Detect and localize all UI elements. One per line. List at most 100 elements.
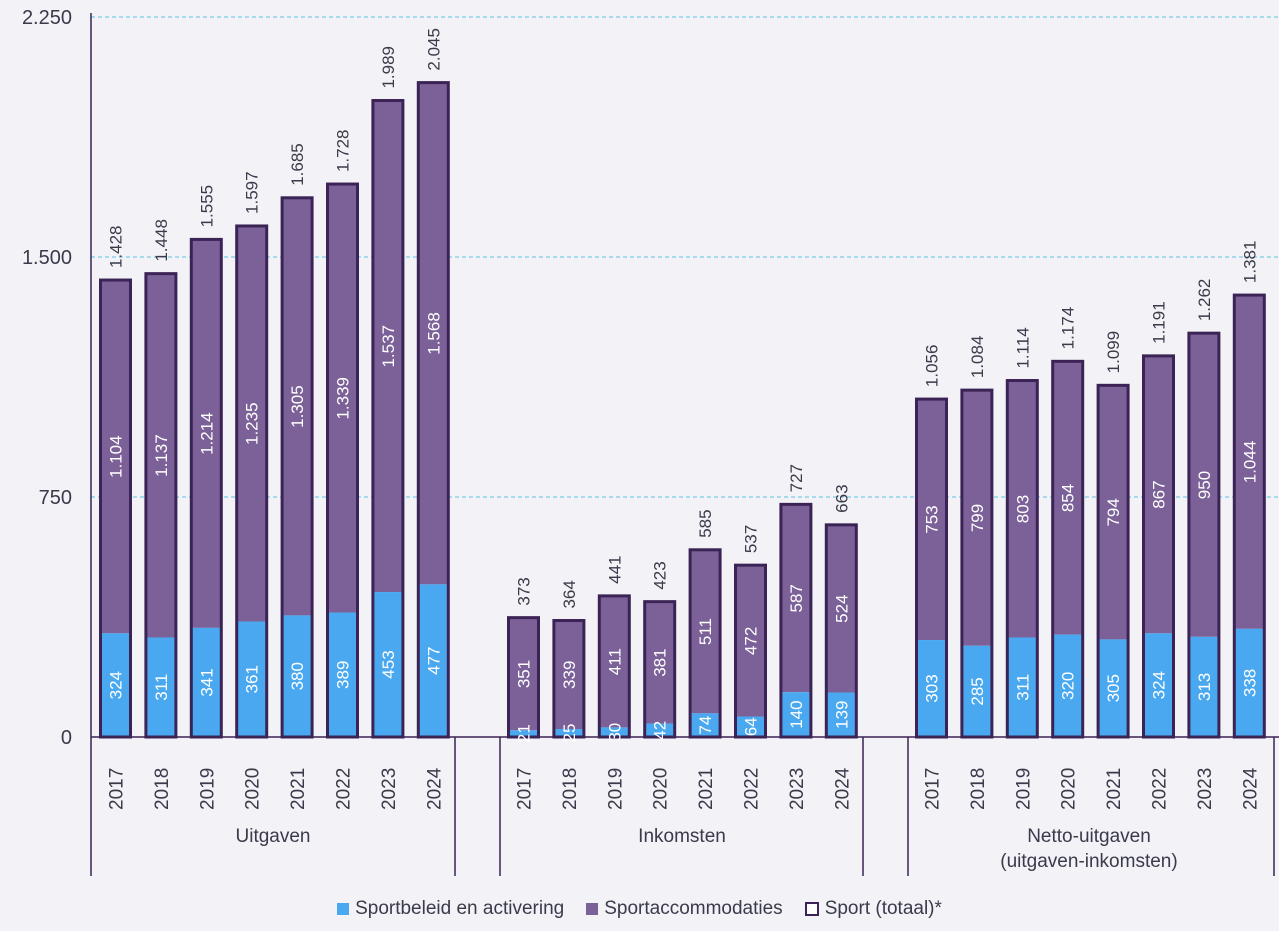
legend-item-beleid: Sportbeleid en activering: [337, 898, 564, 920]
label-beleid: 338: [1240, 669, 1259, 697]
label-beleid: 341: [197, 668, 216, 696]
x-tick-label: 2018: [968, 768, 989, 810]
x-tick-label: 2019: [1013, 768, 1034, 810]
legend-swatch-totaal: [804, 902, 819, 916]
label-beleid: 303: [923, 674, 942, 702]
bar-accommodaties: [826, 524, 857, 693]
label-beleid: 361: [243, 665, 262, 693]
legend-label-accommodaties: Sportaccommodaties: [604, 898, 783, 919]
bar-accommodaties: [780, 504, 811, 693]
bar-total-outline: [779, 502, 813, 739]
bar-beleid: [145, 637, 176, 737]
bar-beleid: [191, 627, 222, 737]
bar-beleid: [553, 729, 584, 737]
x-tick-label: 2017: [923, 768, 944, 810]
label-total: 1.174: [1059, 307, 1078, 350]
label-beleid: 313: [1195, 673, 1214, 701]
x-tick-label: 2021: [1104, 768, 1125, 810]
bar-accommodaties: [191, 239, 222, 628]
label-accommodaties: 472: [742, 627, 761, 655]
bar-beleid: [690, 713, 721, 737]
bar-accommodaties: [1098, 385, 1129, 640]
bar-beleid: [961, 645, 992, 737]
label-accommodaties: 524: [832, 594, 851, 622]
label-accommodaties: 381: [651, 648, 670, 676]
bar-accommodaties: [553, 620, 584, 729]
bar-accommodaties: [735, 565, 766, 717]
label-accommodaties: 587: [787, 584, 806, 612]
label-accommodaties: 1.568: [424, 312, 443, 355]
label-total: 1.728: [334, 129, 353, 172]
label-total: 1.262: [1195, 279, 1214, 322]
bar-beleid: [1052, 634, 1083, 737]
x-tick-label: 2020: [1059, 768, 1080, 810]
bar-total-outline: [99, 278, 132, 739]
label-beleid: 311: [152, 674, 171, 701]
x-tick-label: 2021: [288, 768, 309, 810]
label-total: 364: [560, 580, 579, 608]
label-accommodaties: 511: [696, 618, 715, 645]
label-accommodaties: 351: [515, 660, 534, 688]
label-beleid: 477: [424, 646, 443, 674]
label-accommodaties: 753: [923, 505, 942, 533]
x-tick-label: 2022: [1150, 768, 1171, 810]
bar-beleid: [1234, 628, 1265, 737]
label-accommodaties: 799: [968, 504, 987, 532]
bar-accommodaties: [1234, 295, 1265, 629]
bar-accommodaties: [644, 601, 675, 724]
label-beleid: 140: [787, 700, 806, 728]
bar-beleid: [282, 615, 313, 737]
bar-accommodaties: [327, 184, 358, 613]
bar-accommodaties: [1188, 333, 1219, 637]
y-tick-label: 1.500: [22, 247, 72, 269]
bar-accommodaties: [282, 197, 313, 616]
bar-beleid: [916, 640, 947, 737]
label-beleid: 25: [560, 724, 579, 743]
bar-accommodaties: [1007, 380, 1038, 638]
label-total: 1.099: [1104, 331, 1123, 374]
label-beleid: 30: [605, 723, 624, 742]
bar-accommodaties: [418, 82, 449, 585]
x-tick-label: 2023: [379, 768, 400, 810]
x-tick-label: 2021: [696, 768, 717, 810]
label-accommodaties: 794: [1104, 498, 1123, 526]
label-accommodaties: 411: [605, 648, 624, 675]
bar-beleid: [780, 692, 811, 737]
bar-beleid: [100, 633, 131, 737]
label-accommodaties: 1.305: [288, 385, 307, 428]
bar-total-outline: [189, 237, 223, 739]
bar-total-outline: [643, 600, 677, 739]
legend-item-accommodaties: Sportaccommodaties: [586, 898, 783, 920]
bar-accommodaties: [916, 399, 947, 641]
x-tick-label: 2017: [515, 768, 536, 810]
legend-label-totaal: Sport (totaal)*: [824, 898, 942, 919]
label-beleid: 42: [651, 721, 670, 740]
label-accommodaties: 1.235: [243, 402, 262, 445]
label-beleid: 139: [832, 701, 851, 729]
label-total: 373: [515, 577, 534, 605]
label-total: 537: [742, 525, 761, 553]
bar-accommodaties: [100, 280, 131, 634]
legend-swatch-accommodaties: [586, 903, 599, 915]
x-tick-label: 2023: [1195, 768, 1216, 810]
bar-beleid: [1007, 637, 1038, 737]
bar-total-outline: [915, 397, 948, 739]
bar-accommodaties: [1143, 355, 1174, 634]
label-beleid: 21: [515, 724, 534, 743]
bar-total-outline: [824, 523, 858, 739]
bar-total-outline: [1142, 354, 1175, 739]
legend-item-totaal: Sport (totaal)*: [804, 898, 942, 920]
x-tick-label: 2024: [424, 767, 445, 810]
label-beleid: 453: [379, 650, 398, 678]
bar-accommodaties: [961, 390, 992, 646]
bar-total-outline: [734, 563, 767, 739]
group-label: (uitgaven-inkomsten): [1000, 851, 1177, 872]
x-tick-label: 2020: [651, 768, 672, 810]
legend-swatch-beleid: [337, 903, 350, 915]
x-tick-label: 2020: [243, 768, 264, 810]
label-accommodaties: 1.104: [107, 435, 126, 478]
label-total: 441: [605, 556, 624, 584]
x-tick-label: 2018: [152, 768, 173, 810]
bar-total-outline: [507, 616, 540, 739]
bar-total-outline: [235, 224, 269, 739]
